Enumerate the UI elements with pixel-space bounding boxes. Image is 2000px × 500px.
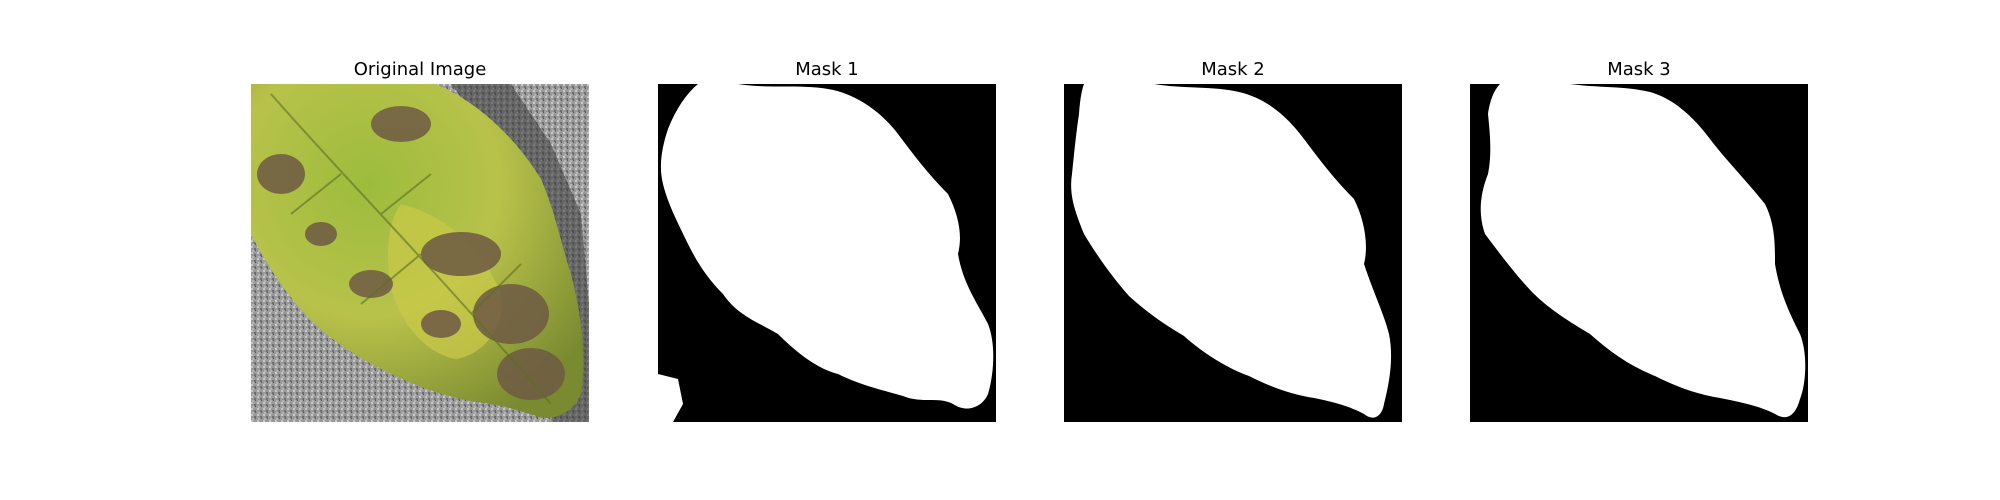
panel-title: Mask 1: [795, 59, 859, 80]
leaf-shadow: [451, 84, 589, 422]
mask-2-image: [1064, 84, 1402, 422]
mask-3-image: [1470, 84, 1808, 422]
panel-title: Mask 3: [1607, 59, 1671, 80]
mask-region: [1071, 84, 1392, 418]
mask-region: [1480, 84, 1806, 418]
panel-title: Mask 2: [1201, 59, 1265, 80]
mask-region: [660, 84, 994, 409]
leaf-yellow-patch: [388, 204, 502, 359]
mask-1-image: [658, 84, 996, 422]
leaf-lesions: [257, 106, 565, 400]
panel-title: Original Image: [353, 59, 487, 80]
leaf-veins: [270, 93, 552, 405]
mask-speck: [658, 374, 683, 422]
original-leaf-image: [251, 84, 589, 422]
